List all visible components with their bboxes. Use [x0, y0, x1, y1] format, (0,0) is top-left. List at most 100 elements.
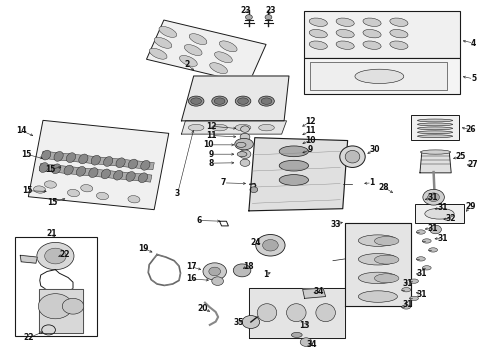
Text: 19: 19 [138, 244, 148, 253]
Ellipse shape [184, 45, 202, 55]
Text: 15: 15 [46, 165, 56, 174]
Ellipse shape [358, 235, 397, 246]
Bar [304, 58, 460, 94]
Polygon shape [20, 255, 37, 263]
Text: 7: 7 [221, 178, 226, 187]
Text: 1: 1 [263, 270, 268, 279]
Circle shape [242, 316, 260, 328]
Circle shape [240, 159, 250, 166]
Ellipse shape [189, 34, 207, 45]
Text: 23: 23 [241, 6, 251, 15]
Ellipse shape [188, 125, 204, 131]
Ellipse shape [39, 163, 49, 172]
Ellipse shape [422, 266, 431, 270]
Text: 10: 10 [305, 136, 316, 145]
Ellipse shape [292, 332, 302, 337]
Ellipse shape [279, 146, 309, 157]
Text: 15: 15 [23, 186, 33, 195]
Polygon shape [420, 152, 451, 173]
Ellipse shape [358, 272, 397, 284]
Ellipse shape [416, 257, 425, 261]
Text: 5: 5 [471, 75, 476, 84]
Text: 11: 11 [206, 131, 217, 140]
Circle shape [212, 277, 223, 285]
Ellipse shape [363, 30, 381, 38]
Ellipse shape [402, 288, 411, 292]
Circle shape [423, 189, 444, 205]
Ellipse shape [236, 142, 246, 147]
Ellipse shape [103, 157, 113, 166]
Text: 12: 12 [305, 117, 316, 126]
Circle shape [62, 298, 84, 314]
Ellipse shape [101, 169, 110, 179]
Ellipse shape [336, 41, 354, 49]
Circle shape [240, 134, 250, 140]
Text: 27: 27 [467, 161, 478, 170]
Circle shape [45, 248, 66, 264]
Text: 31: 31 [437, 234, 448, 243]
Polygon shape [345, 223, 411, 306]
Circle shape [203, 263, 226, 280]
Ellipse shape [417, 135, 453, 138]
Text: 31: 31 [416, 289, 427, 298]
Text: 9: 9 [308, 145, 313, 154]
Ellipse shape [410, 296, 418, 301]
Text: 21: 21 [47, 229, 57, 238]
Text: 29: 29 [466, 202, 476, 211]
Text: 18: 18 [244, 262, 254, 271]
Circle shape [300, 338, 312, 346]
Ellipse shape [45, 181, 56, 188]
Circle shape [263, 239, 278, 251]
Ellipse shape [210, 63, 227, 73]
Bar [415, 204, 464, 223]
Ellipse shape [237, 152, 247, 157]
Text: 13: 13 [299, 321, 310, 330]
Ellipse shape [422, 239, 431, 243]
Polygon shape [181, 121, 287, 134]
Text: 4: 4 [471, 39, 476, 48]
Ellipse shape [91, 155, 100, 165]
Ellipse shape [355, 69, 404, 84]
Polygon shape [249, 288, 345, 338]
Ellipse shape [68, 189, 79, 197]
Ellipse shape [114, 170, 123, 180]
Text: 31: 31 [416, 269, 427, 278]
Text: 9: 9 [208, 150, 214, 159]
Ellipse shape [257, 304, 277, 321]
Ellipse shape [402, 305, 411, 309]
Text: 31: 31 [427, 224, 438, 233]
Text: 32: 32 [446, 213, 457, 222]
Ellipse shape [316, 304, 335, 321]
Ellipse shape [417, 119, 453, 122]
Text: 31: 31 [403, 279, 414, 288]
Circle shape [265, 15, 272, 20]
Ellipse shape [64, 165, 73, 175]
Polygon shape [249, 138, 347, 211]
Ellipse shape [238, 98, 248, 104]
Ellipse shape [235, 138, 253, 150]
Text: 30: 30 [370, 145, 380, 154]
Ellipse shape [212, 96, 227, 106]
Circle shape [209, 267, 221, 276]
Circle shape [239, 150, 251, 158]
Text: 31: 31 [437, 203, 448, 212]
Ellipse shape [390, 30, 408, 38]
Text: 10: 10 [203, 140, 214, 149]
Ellipse shape [154, 37, 172, 48]
Ellipse shape [417, 131, 453, 134]
Text: 22: 22 [59, 250, 70, 259]
Bar [42, 151, 154, 170]
Ellipse shape [97, 192, 108, 200]
Ellipse shape [141, 161, 150, 170]
Ellipse shape [54, 152, 63, 161]
Text: 15: 15 [21, 150, 31, 159]
Bar [15, 237, 98, 336]
Circle shape [37, 242, 74, 270]
Ellipse shape [79, 154, 88, 164]
Circle shape [233, 264, 251, 277]
Ellipse shape [363, 41, 381, 49]
Ellipse shape [417, 123, 453, 126]
Ellipse shape [287, 304, 306, 321]
Text: 31: 31 [403, 300, 414, 309]
Polygon shape [303, 288, 326, 298]
